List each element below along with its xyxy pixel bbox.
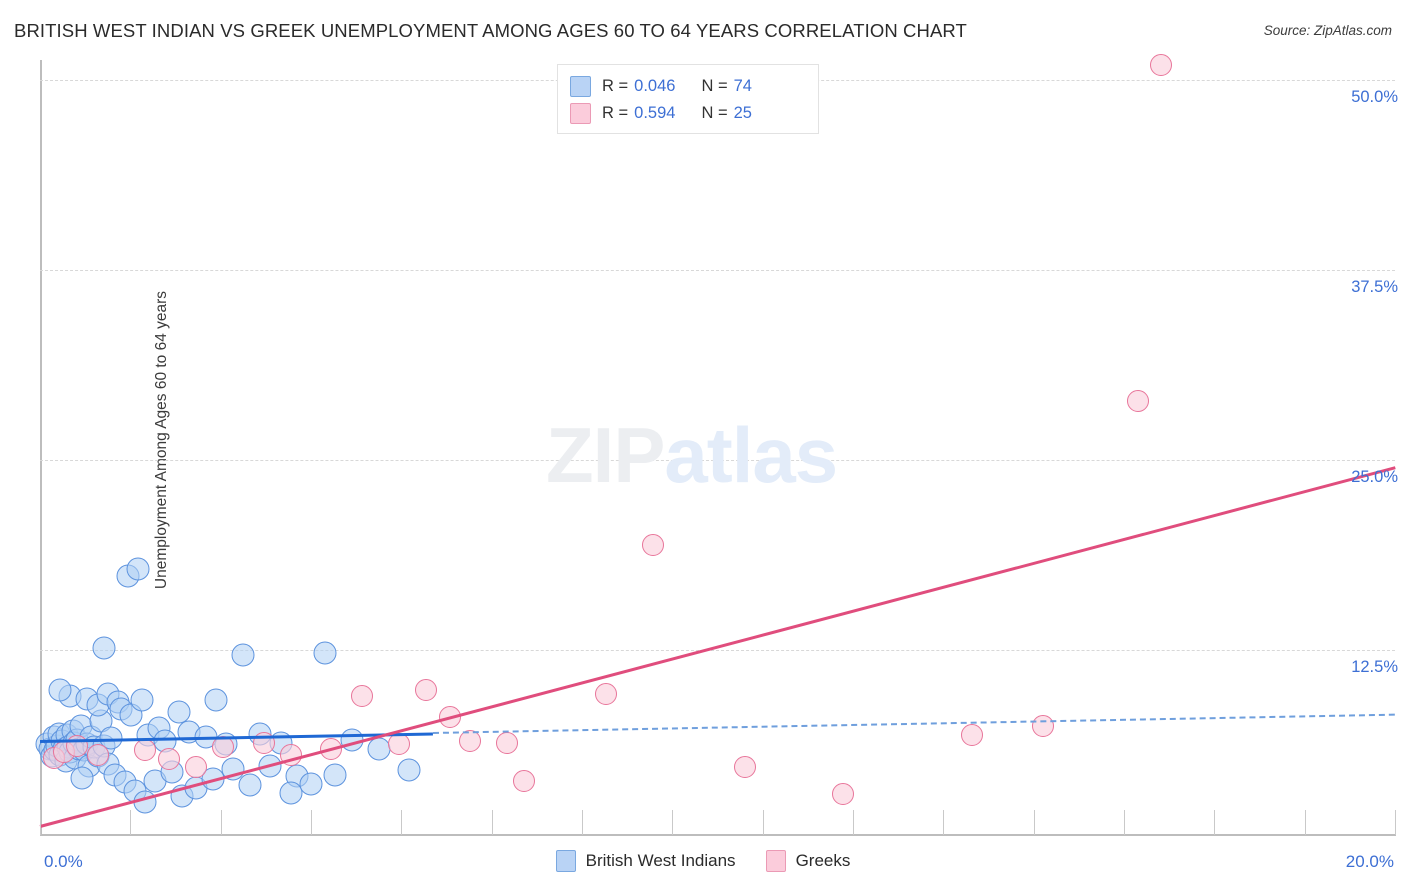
x-axis-tick: [220, 810, 222, 835]
x-axis-min-label: 0.0%: [44, 852, 83, 871]
data-point: [299, 772, 323, 796]
swatch-pink-icon: [570, 103, 591, 124]
data-point: [221, 757, 245, 781]
data-point: [313, 641, 337, 665]
y-tick-label-25: 25.0%: [1351, 468, 1398, 486]
data-point: [415, 678, 438, 701]
data-point: [513, 769, 536, 792]
data-point: [320, 737, 343, 760]
data-point: [496, 731, 519, 754]
data-point: [70, 766, 94, 790]
data-point: [133, 790, 157, 814]
x-axis-tick: [491, 810, 493, 835]
stat-n-value-pink: 25: [733, 104, 752, 122]
data-point: [733, 756, 756, 779]
data-point: [350, 684, 373, 707]
x-axis-tick: [943, 810, 945, 835]
x-axis-tick: [582, 810, 583, 835]
legend-item-greeks[interactable]: Greeks: [765, 850, 851, 872]
swatch-blue-icon: [570, 76, 591, 97]
y-axis-line: [40, 60, 42, 835]
legend-swatch-pink-icon: [765, 850, 786, 872]
y-axis-title-wrap: Unemployment Among Ages 60 to 64 years: [0, 230, 170, 650]
data-point: [86, 743, 109, 766]
legend-label-british-west-indians: British West Indians: [585, 851, 736, 870]
data-point: [201, 767, 225, 791]
data-point: [204, 688, 228, 712]
x-axis-tick: [1033, 810, 1035, 835]
data-point: [252, 731, 275, 754]
x-axis-tick: [1304, 810, 1306, 835]
data-point: [167, 700, 191, 724]
x-axis-line: [40, 834, 1396, 836]
stat-row-british-west-indians: R = 0.046 N = 74: [570, 73, 806, 100]
gridline-25: [40, 460, 1395, 461]
x-axis-tick: [853, 810, 854, 835]
correlation-stats-box: R = 0.046 N = 74 R = 0.594 N = 25: [557, 64, 819, 134]
data-point: [642, 534, 665, 557]
gridline-37.5: [40, 270, 1395, 271]
stat-r-label-blue: R =: [602, 77, 629, 95]
data-point: [388, 733, 411, 756]
legend-swatch-blue-icon: [555, 850, 576, 872]
x-axis-tick: [672, 810, 674, 835]
data-point: [279, 781, 303, 805]
stat-n-label-blue: N =: [701, 77, 728, 95]
stat-r-value-blue: 0.046: [634, 77, 676, 95]
stat-row-greeks: R = 0.594 N = 25: [570, 100, 806, 127]
data-point: [594, 683, 617, 706]
data-point: [238, 773, 262, 797]
legend-item-british-west-indians[interactable]: British West Indians: [555, 850, 736, 872]
x-axis-tick: [40, 810, 41, 835]
data-point: [184, 756, 207, 779]
plot-area: [35, 53, 1396, 835]
data-point: [92, 636, 116, 660]
data-point: [459, 730, 482, 753]
data-point: [157, 748, 180, 771]
x-axis-tick: [1124, 810, 1125, 835]
data-point: [1126, 389, 1149, 412]
x-axis-max-label: 20.0%: [1345, 852, 1394, 871]
x-axis-tick: [401, 810, 403, 835]
data-point: [258, 754, 282, 778]
x-axis-tick: [1395, 810, 1396, 835]
source-attribution: Source: ZipAtlas.com: [1263, 23, 1392, 38]
data-point: [48, 678, 72, 702]
x-axis-tick: [1214, 810, 1216, 835]
data-point: [279, 743, 302, 766]
series-legend: British West Indians Greeks: [0, 850, 1406, 872]
data-point: [130, 688, 154, 712]
x-axis-tick: [311, 810, 312, 835]
x-axis-tick: [762, 810, 764, 835]
legend-label-greeks: Greeks: [795, 851, 851, 870]
data-point: [323, 763, 347, 787]
y-tick-label-37.5: 37.5%: [1351, 278, 1398, 296]
data-point: [1031, 715, 1054, 737]
y-tick-label-50: 50.0%: [1351, 88, 1398, 106]
data-point: [960, 724, 983, 747]
stat-r-label-pink: R =: [602, 104, 629, 122]
stat-n-value-blue: 74: [733, 77, 752, 95]
data-point: [66, 734, 89, 757]
data-point: [831, 783, 854, 806]
data-point: [1150, 53, 1173, 76]
stat-n-label-pink: N =: [701, 104, 728, 122]
trend-line-british-west-indians-dashed: [432, 713, 1396, 735]
x-axis-tick: [130, 810, 132, 835]
data-point: [340, 728, 364, 752]
data-point: [438, 705, 461, 728]
stat-r-value-pink: 0.594: [634, 104, 676, 122]
data-point: [211, 736, 234, 759]
gridline-12.5: [40, 650, 1395, 651]
page-title: BRITISH WEST INDIAN VS GREEK UNEMPLOYMEN…: [14, 20, 967, 41]
data-point: [134, 739, 156, 762]
y-tick-label-12.5: 12.5%: [1351, 658, 1398, 676]
data-point: [99, 726, 123, 750]
data-point: [397, 758, 421, 782]
data-point: [231, 643, 255, 667]
data-point: [126, 557, 150, 581]
data-point: [367, 737, 391, 761]
